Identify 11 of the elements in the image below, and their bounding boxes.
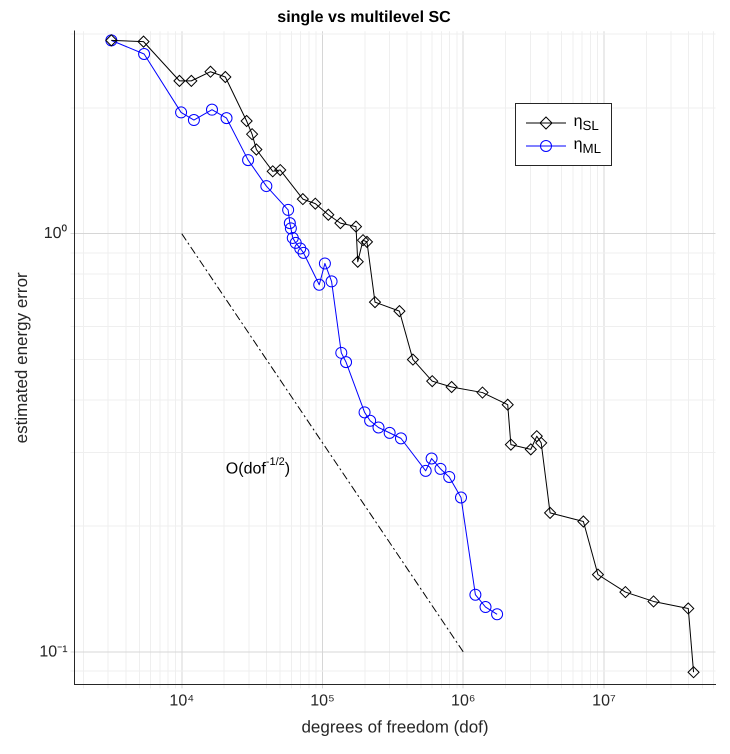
x-axis-title: degrees of freedom (dof): [301, 717, 489, 736]
y-tick-label: 10⁰: [44, 224, 68, 242]
y-tick-label: 10⁻¹: [39, 643, 68, 660]
chart-title: single vs multilevel SC: [277, 9, 452, 26]
x-tick-label: 10⁵: [310, 692, 335, 710]
x-tick-label: 10⁶: [451, 692, 476, 710]
x-tick-label: 10⁴: [169, 692, 194, 710]
y-axis-title: estimated energy error: [12, 272, 31, 444]
legend-label: η$_{ML}$: [574, 136, 601, 156]
x-tick-label: 10⁷: [592, 692, 616, 710]
legend-label: η$_{SL}$: [574, 113, 599, 134]
